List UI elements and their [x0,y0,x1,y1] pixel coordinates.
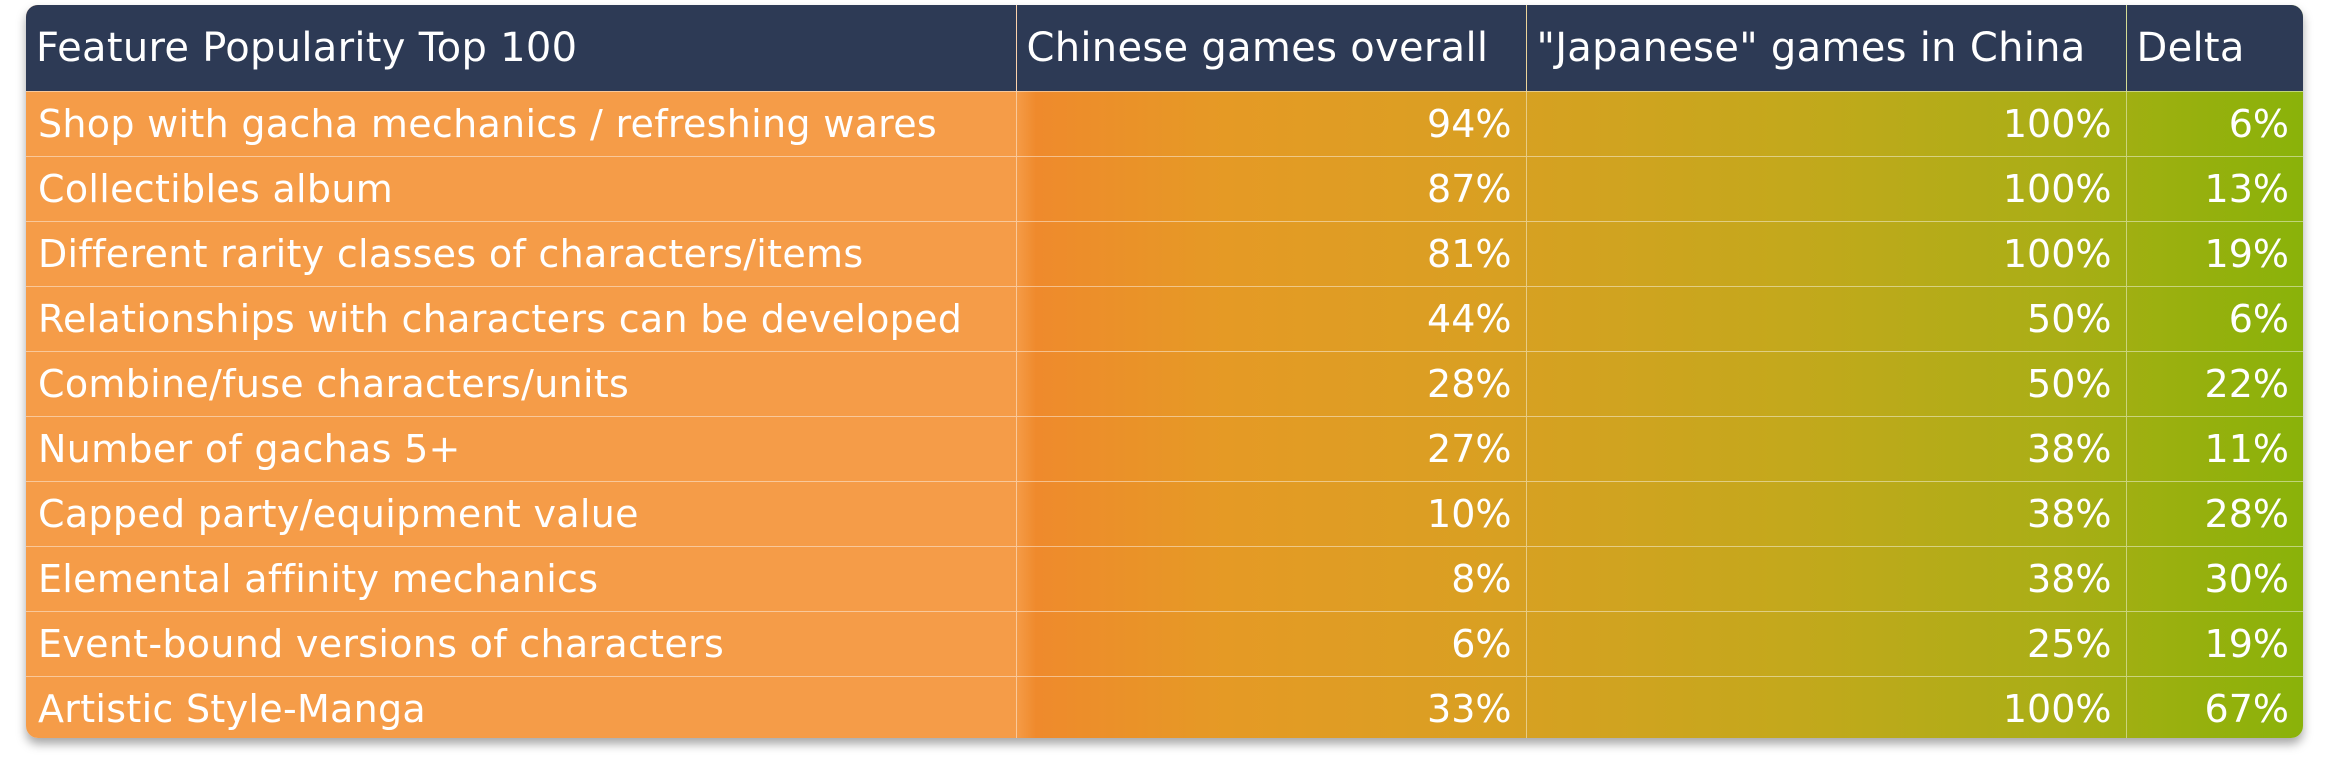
table-row: Relationships with characters can be dev… [26,286,2303,352]
table-row: Capped party/equipment value 10% 38% 28% [26,481,2303,547]
chinese-value-cell: 8% [1016,546,1527,612]
table-row: Artistic Style-Manga 33% 100% 67% [26,676,2303,738]
feature-cell: Capped party/equipment value [26,481,1017,547]
feature-cell: Number of gachas 5+ [26,416,1017,482]
chinese-value-cell: 87% [1016,156,1527,222]
table-body: Shop with gacha mechanics / refreshing w… [26,91,2303,738]
delta-value-cell: 6% [2126,91,2303,157]
japanese-value-cell: 25% [1526,611,2127,677]
table-row: Event-bound versions of characters 6% 25… [26,611,2303,677]
feature-cell: Collectibles album [26,156,1017,222]
delta-value-cell: 19% [2126,221,2303,287]
chinese-value-cell: 81% [1016,221,1527,287]
table-row: Collectibles album 87% 100% 13% [26,156,2303,222]
japanese-value-cell: 38% [1526,546,2127,612]
chinese-value-cell: 44% [1016,286,1527,352]
header-row: Feature Popularity Top 100 Chinese games… [26,5,2303,92]
header-delta: Delta [2126,5,2303,92]
delta-value-cell: 13% [2126,156,2303,222]
chinese-value-cell: 94% [1016,91,1527,157]
feature-cell: Different rarity classes of characters/i… [26,221,1017,287]
table-header: Feature Popularity Top 100 Chinese games… [26,5,2303,92]
feature-cell: Shop with gacha mechanics / refreshing w… [26,91,1017,157]
japanese-value-cell: 50% [1526,286,2127,352]
header-japanese-games: "Japanese" games in China [1526,5,2127,92]
japanese-value-cell: 38% [1526,416,2127,482]
table-row: Elemental affinity mechanics 8% 38% 30% [26,546,2303,612]
feature-cell: Combine/fuse characters/units [26,351,1017,417]
japanese-value-cell: 100% [1526,676,2127,738]
japanese-value-cell: 100% [1526,156,2127,222]
japanese-value-cell: 50% [1526,351,2127,417]
table-row: Shop with gacha mechanics / refreshing w… [26,91,2303,157]
delta-value-cell: 6% [2126,286,2303,352]
japanese-value-cell: 38% [1526,481,2127,547]
feature-cell: Event-bound versions of characters [26,611,1017,677]
table-row: Combine/fuse characters/units 28% 50% 22… [26,351,2303,417]
delta-value-cell: 19% [2126,611,2303,677]
delta-value-cell: 30% [2126,546,2303,612]
header-feature: Feature Popularity Top 100 [26,5,1017,92]
delta-value-cell: 67% [2126,676,2303,738]
chinese-value-cell: 27% [1016,416,1527,482]
delta-value-cell: 22% [2126,351,2303,417]
japanese-value-cell: 100% [1526,221,2127,287]
feature-cell: Relationships with characters can be dev… [26,286,1017,352]
japanese-value-cell: 100% [1526,91,2127,157]
table-row: Number of gachas 5+ 27% 38% 11% [26,416,2303,482]
feature-cell: Elemental affinity mechanics [26,546,1017,612]
chinese-value-cell: 33% [1016,676,1527,738]
feature-popularity-table-frame: Feature Popularity Top 100 Chinese games… [26,5,2303,738]
feature-cell: Artistic Style-Manga [26,676,1017,738]
delta-value-cell: 28% [2126,481,2303,547]
chinese-value-cell: 6% [1016,611,1527,677]
feature-popularity-table: Feature Popularity Top 100 Chinese games… [26,5,2303,738]
delta-value-cell: 11% [2126,416,2303,482]
table-row: Different rarity classes of characters/i… [26,221,2303,287]
header-chinese-games: Chinese games overall [1016,5,1527,92]
chinese-value-cell: 10% [1016,481,1527,547]
chinese-value-cell: 28% [1016,351,1527,417]
